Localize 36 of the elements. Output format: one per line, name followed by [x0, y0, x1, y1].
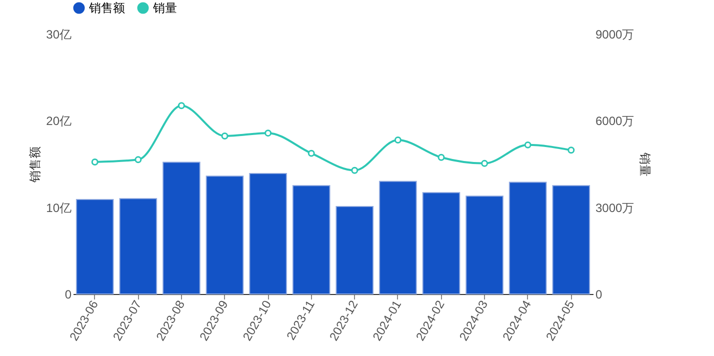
point: [308, 150, 315, 157]
y-axis-title: 销售额: [28, 146, 42, 184]
bar: [508, 182, 547, 294]
bar: [552, 185, 590, 294]
bar: [76, 199, 114, 294]
y2-tick-label: 0: [596, 288, 602, 302]
point: [221, 132, 228, 140]
y2-tick-label: 9000万: [596, 28, 634, 42]
legend-label: 销量: [152, 1, 177, 15]
bar: [466, 196, 504, 294]
y-tick-label: 0: [64, 288, 72, 302]
point: [438, 154, 445, 161]
y2-tick-label: 3000万: [596, 200, 634, 215]
point: [351, 166, 358, 174]
point: [91, 158, 98, 166]
point: [264, 130, 272, 137]
legend-label: 销售额: [88, 1, 125, 15]
point: [134, 156, 142, 164]
point: [481, 160, 488, 167]
y2-axis-title: 销量: [638, 152, 652, 176]
bar: [206, 176, 244, 294]
y-tick-label: 10亿: [46, 200, 72, 215]
point: [394, 136, 402, 144]
bar: [292, 185, 330, 294]
y2-tick-label: 6000万: [596, 114, 634, 128]
bar: [249, 173, 287, 294]
bar: [336, 206, 374, 294]
bar: [422, 192, 460, 294]
bar: [379, 180, 417, 294]
point: [178, 102, 185, 110]
y-tick-label: 20亿: [46, 114, 72, 128]
point: [568, 146, 575, 154]
bar: [162, 162, 200, 294]
bar: [119, 198, 158, 294]
y-tick-label: 30亿: [46, 28, 72, 42]
point: [524, 141, 532, 148]
